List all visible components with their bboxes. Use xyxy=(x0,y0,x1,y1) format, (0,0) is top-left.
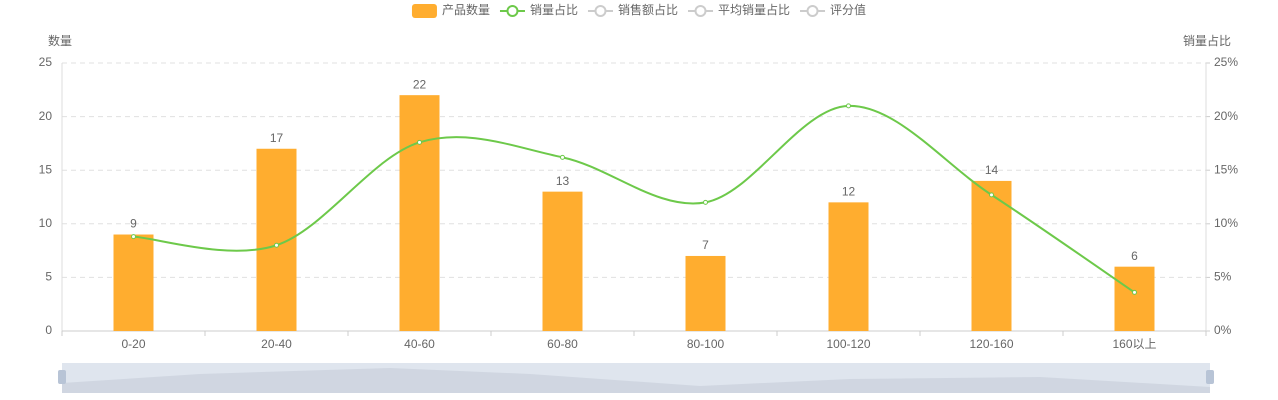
y2-tick-label: 20% xyxy=(1214,109,1238,123)
line-point xyxy=(1132,289,1137,295)
line-point xyxy=(274,242,279,248)
line-point xyxy=(560,154,565,160)
line xyxy=(133,104,1136,294)
legend-swatch xyxy=(411,4,437,18)
y-tick-label: 10 xyxy=(39,216,53,230)
y-tick-label: 25 xyxy=(39,55,53,69)
bar xyxy=(542,191,583,331)
legend-swatch xyxy=(594,5,607,17)
y2-tick-label: 0% xyxy=(1214,323,1232,337)
x-tick-label: 20-40 xyxy=(261,337,292,351)
legend-label: 销量占比 xyxy=(530,2,578,17)
x-tick-label: 0-20 xyxy=(121,337,145,351)
bar xyxy=(828,202,869,331)
bar-value-label: 9 xyxy=(130,217,137,231)
x-tick-label: 60-80 xyxy=(547,337,578,351)
legend-swatch xyxy=(694,5,707,17)
bar-value-label: 22 xyxy=(413,77,427,91)
line-point xyxy=(131,234,136,240)
zoom-handle[interactable] xyxy=(58,370,66,384)
bar xyxy=(685,255,726,331)
legend-item[interactable]: 销量占比 xyxy=(499,2,578,17)
x-tick-label: 80-100 xyxy=(687,337,725,351)
y-tick-label: 15 xyxy=(39,162,53,176)
legend-label: 产品数量 xyxy=(442,2,490,17)
y-tick-label: 20 xyxy=(39,109,53,123)
x-tick-label: 160以上 xyxy=(1112,337,1156,351)
y2-tick-label: 5% xyxy=(1214,270,1232,284)
line-point xyxy=(989,192,994,198)
legend-swatch xyxy=(506,5,519,17)
bar-value-label: 13 xyxy=(556,174,570,188)
legend-swatch xyxy=(806,5,819,17)
bar xyxy=(1114,266,1155,331)
line-point xyxy=(417,139,422,145)
bar-value-label: 14 xyxy=(985,163,999,177)
legend-item[interactable]: 评分值 xyxy=(800,2,866,17)
y2-tick-label: 25% xyxy=(1214,55,1238,69)
legend-label: 平均销量占比 xyxy=(718,2,790,17)
y2-tick-label: 15% xyxy=(1214,162,1238,176)
legend-label: 销售额占比 xyxy=(618,2,678,17)
line-point xyxy=(846,103,851,109)
legend-item[interactable]: 平均销量占比 xyxy=(688,2,790,17)
data-zoom[interactable] xyxy=(58,363,1214,393)
legend-item[interactable]: 销售额占比 xyxy=(587,2,678,17)
bar-value-label: 12 xyxy=(842,185,856,199)
legend-item[interactable]: 产品数量 xyxy=(411,2,490,18)
bar-value-label: 7 xyxy=(702,238,709,252)
y-tick-label: 0 xyxy=(45,323,52,337)
y2-axis-title: 销量占比 xyxy=(1183,33,1231,48)
y-tick-label: 5 xyxy=(45,270,52,284)
zoom-handle[interactable] xyxy=(1206,370,1214,384)
line-point xyxy=(703,199,708,205)
legend-label: 评分值 xyxy=(830,2,866,17)
bar-value-label: 17 xyxy=(270,131,284,145)
bar-value-label: 6 xyxy=(1131,249,1138,263)
y-axis-title: 数量 xyxy=(48,33,72,48)
legend: 产品数量 销量占比 销售额占比 平均销量占比 评分值 xyxy=(411,2,866,18)
x-tick-label: 120-160 xyxy=(969,337,1013,351)
bar xyxy=(113,234,154,331)
bar xyxy=(399,95,440,331)
y2-tick-label: 10% xyxy=(1214,216,1238,230)
x-tick-label: 100-120 xyxy=(826,337,870,351)
x-tick-label: 40-60 xyxy=(404,337,435,351)
bar xyxy=(971,180,1012,331)
zoom-shadow xyxy=(62,368,1210,393)
